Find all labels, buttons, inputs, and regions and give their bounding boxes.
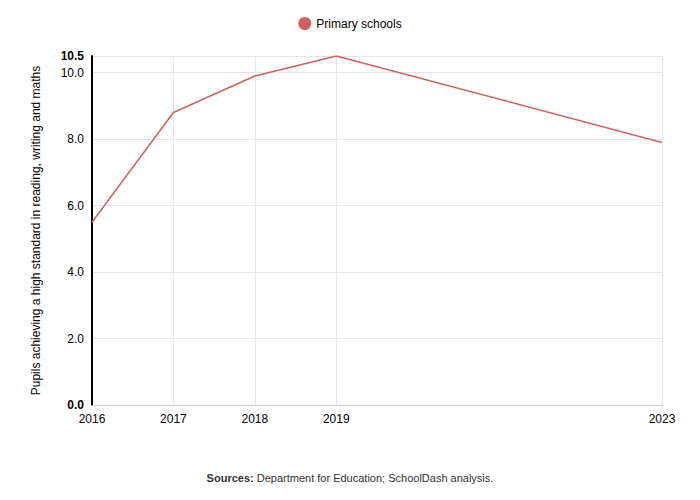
- svg-text:2023: 2023: [649, 412, 676, 426]
- svg-text:Primary schools: Primary schools: [316, 17, 401, 31]
- svg-text:2.0: 2.0: [67, 332, 84, 346]
- svg-text:Sources:: Sources:: [207, 472, 254, 484]
- svg-text:10.5: 10.5: [61, 49, 85, 63]
- svg-text:2019: 2019: [323, 412, 350, 426]
- svg-text:2016: 2016: [79, 412, 106, 426]
- svg-text:10.0: 10.0: [61, 66, 85, 80]
- svg-text:4.0: 4.0: [67, 265, 84, 279]
- svg-text:6.0: 6.0: [67, 199, 84, 213]
- svg-text:8.0: 8.0: [67, 132, 84, 146]
- svg-text:0.0: 0.0: [67, 398, 84, 412]
- svg-text:2017: 2017: [160, 412, 187, 426]
- svg-text:Department for Education; Scho: Department for Education; SchoolDash ana…: [254, 472, 494, 484]
- svg-text:Pupils achieving a high standa: Pupils achieving a high standard in read…: [29, 66, 43, 396]
- svg-text:2018: 2018: [242, 412, 269, 426]
